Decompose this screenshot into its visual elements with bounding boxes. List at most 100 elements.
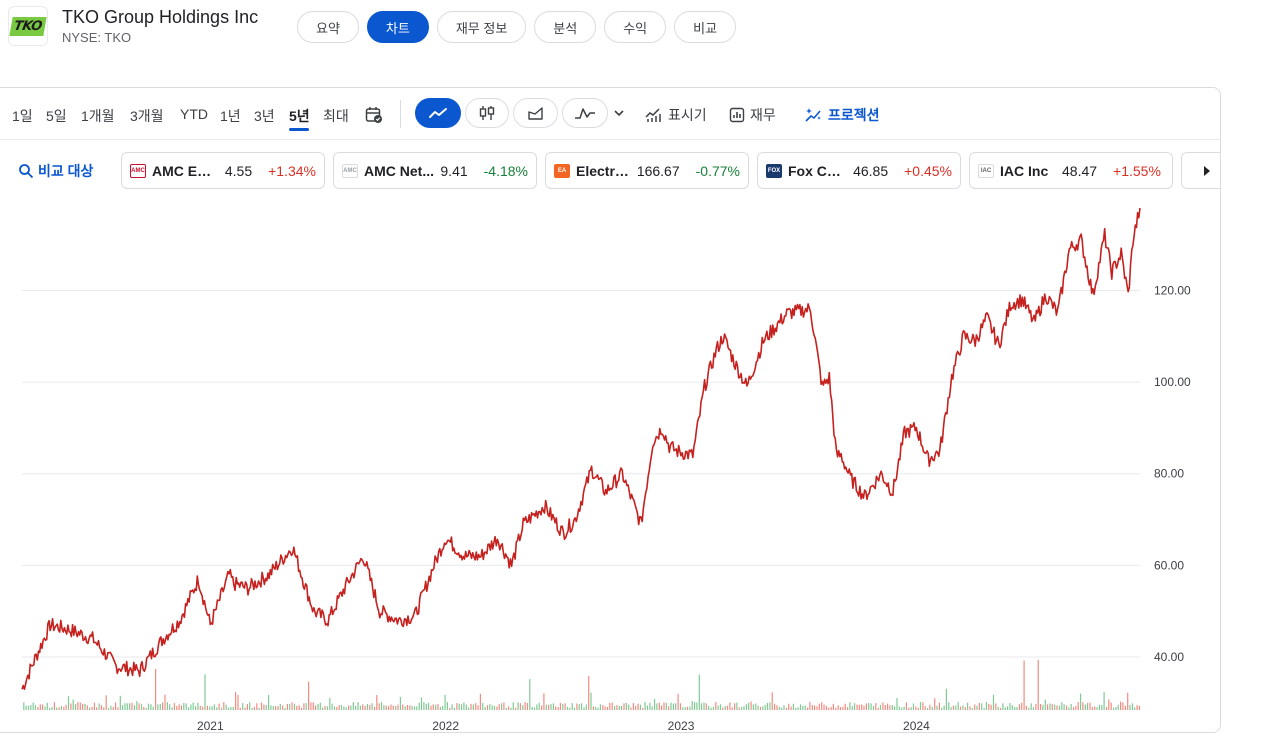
line-icon bbox=[429, 108, 447, 118]
volume-bar bbox=[959, 706, 962, 710]
chevron-down-icon[interactable] bbox=[612, 106, 626, 120]
scroll-right-button[interactable] bbox=[1196, 158, 1218, 184]
volume-bar bbox=[100, 705, 102, 710]
volume-bar bbox=[428, 702, 430, 710]
volume-bar bbox=[646, 705, 649, 710]
tab-summary[interactable]: 요약 bbox=[297, 11, 359, 43]
volume-bar bbox=[199, 705, 201, 710]
chip-price: 4.55 bbox=[224, 162, 253, 179]
volume-bar bbox=[397, 704, 399, 710]
volume-bar bbox=[463, 702, 465, 710]
price-chart[interactable]: 40.00 60.00 80.00 100.00 120.00 2021 2022 2023… bbox=[0, 208, 1221, 733]
volume-bar bbox=[300, 707, 303, 710]
volume-bar bbox=[315, 705, 317, 710]
volume-bar bbox=[656, 703, 658, 710]
volume-bar bbox=[107, 708, 110, 710]
volume-bar bbox=[703, 702, 705, 710]
range-5d[interactable]: 5일 bbox=[46, 108, 67, 124]
volume-bar bbox=[992, 694, 995, 710]
volume-bar bbox=[1075, 705, 1077, 710]
volume-bar bbox=[1002, 703, 1004, 710]
volume-bar bbox=[708, 706, 710, 710]
volume-bar bbox=[745, 704, 747, 710]
volume-bar bbox=[67, 696, 70, 710]
volume-bar bbox=[778, 706, 780, 710]
volume-bar bbox=[854, 703, 856, 710]
volume-bar bbox=[550, 704, 552, 710]
volume-bar bbox=[362, 704, 364, 710]
tab-compare[interactable]: 비교 bbox=[674, 11, 737, 43]
volume-bar bbox=[938, 702, 940, 710]
compare-chip[interactable]: AMC AMC Net... 9.41 -4.18% bbox=[333, 152, 537, 189]
volume-bar bbox=[496, 706, 498, 710]
volume-bar bbox=[1058, 705, 1060, 710]
tab-chart[interactable]: 차트 bbox=[366, 11, 429, 43]
volume-bar bbox=[268, 694, 270, 710]
chip-change: +0.45% bbox=[904, 162, 952, 179]
indicators-button[interactable]: 표시기 bbox=[645, 105, 707, 125]
volume-bar bbox=[411, 705, 413, 710]
volume-bar bbox=[814, 705, 816, 710]
range-3y[interactable]: 3년 bbox=[254, 108, 275, 124]
volume-bar bbox=[736, 702, 738, 710]
range-5y[interactable]: 5년 bbox=[289, 108, 310, 124]
tab-earnings[interactable]: 수익 bbox=[604, 11, 667, 43]
financials-label: 재무 bbox=[750, 107, 776, 123]
volume-bar bbox=[322, 707, 324, 710]
volume-bar bbox=[1077, 702, 1079, 710]
volume-bar bbox=[755, 703, 757, 710]
volume-bar bbox=[42, 704, 44, 710]
volume-bar bbox=[682, 707, 684, 710]
volume-bar bbox=[842, 706, 844, 710]
range-max[interactable]: 최대 bbox=[323, 108, 349, 124]
compare-chip[interactable]: EA Electro... 166.67 -0.77% bbox=[545, 152, 749, 189]
range-1d[interactable]: 1일 bbox=[12, 108, 33, 124]
x-axis-label: 2023 bbox=[668, 719, 695, 733]
projections-button[interactable]: 프로젝션 bbox=[805, 105, 880, 125]
volume-bar bbox=[969, 706, 971, 710]
range-1y[interactable]: 1년 bbox=[220, 108, 241, 124]
x-axis-label: 2021 bbox=[197, 719, 224, 733]
tab-analysis[interactable]: 분석 bbox=[534, 11, 597, 43]
area-icon bbox=[527, 107, 543, 120]
volume-bar bbox=[1108, 699, 1110, 710]
chart-type-line-button[interactable] bbox=[415, 98, 461, 128]
financials-button[interactable]: 재무 bbox=[729, 105, 776, 125]
volume-bar bbox=[86, 705, 88, 710]
volume-bar bbox=[774, 703, 776, 710]
volume-bar bbox=[124, 703, 126, 710]
volume-bar bbox=[277, 706, 279, 710]
volume-bar bbox=[929, 704, 931, 710]
range-1m[interactable]: 1개월 bbox=[81, 108, 115, 124]
range-3m[interactable]: 3개월 bbox=[130, 108, 164, 124]
chart-type-area-button[interactable] bbox=[513, 98, 558, 128]
volume-bar bbox=[1042, 704, 1044, 710]
calendar-icon[interactable] bbox=[365, 106, 383, 124]
volume-bar bbox=[661, 705, 663, 710]
chart-indicator-button[interactable] bbox=[562, 98, 608, 128]
indicators-icon bbox=[645, 108, 661, 122]
volume-bar bbox=[526, 703, 529, 710]
tab-financials[interactable]: 재무 정보 bbox=[436, 11, 527, 43]
volume-bar bbox=[275, 706, 277, 710]
compare-search-button[interactable]: 비교 대상 bbox=[18, 161, 93, 181]
range-ytd[interactable]: YTD bbox=[180, 106, 208, 122]
volume-bar bbox=[642, 707, 644, 710]
volume-bar bbox=[1016, 706, 1018, 710]
chart-type-candlestick-button[interactable] bbox=[465, 98, 509, 128]
volume-bar bbox=[710, 707, 712, 710]
volume-bar bbox=[331, 703, 333, 710]
volume-bar bbox=[924, 706, 926, 710]
volume-bar bbox=[865, 703, 867, 710]
indicators-label: 표시기 bbox=[668, 107, 707, 123]
volume-bar bbox=[901, 707, 903, 710]
volume-bar bbox=[837, 705, 839, 710]
compare-chip[interactable]: FOX Fox Corp 46.85 +0.45% bbox=[757, 152, 961, 189]
compare-chip[interactable]: AMC AMC Ent... 4.55 +1.34% bbox=[121, 152, 325, 189]
compare-chip[interactable]: IAC IAC Inc 48.47 +1.55% bbox=[969, 152, 1173, 189]
volume-bar bbox=[696, 702, 698, 710]
volume-bar bbox=[635, 705, 637, 710]
volume-bar bbox=[566, 706, 569, 710]
y-axis-label: 100.00 bbox=[1154, 375, 1191, 389]
volume-bar bbox=[155, 668, 157, 710]
